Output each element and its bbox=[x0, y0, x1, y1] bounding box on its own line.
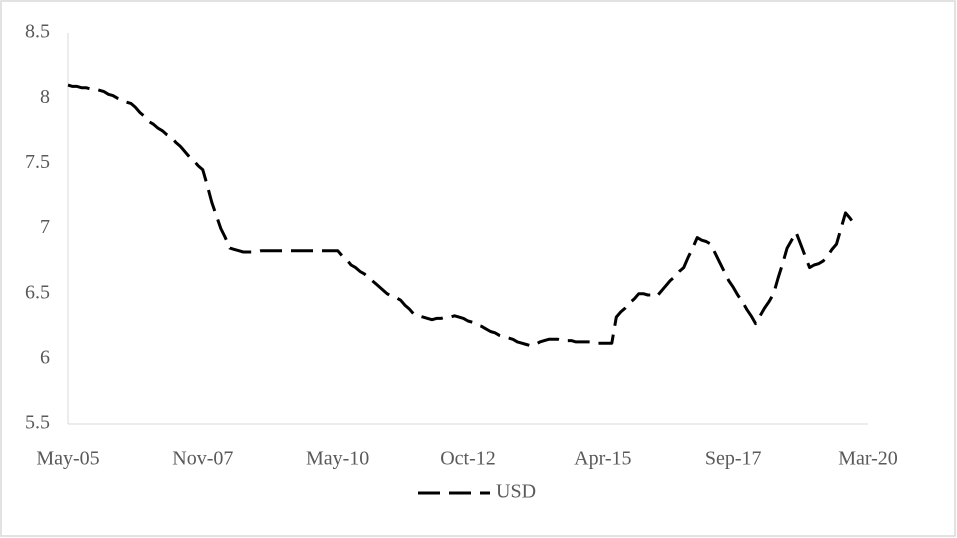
y-tick-label: 8.5 bbox=[25, 21, 50, 43]
x-tick-label: May-10 bbox=[306, 448, 369, 470]
y-tick-label: 7.5 bbox=[25, 151, 50, 173]
legend-label: USD bbox=[496, 481, 536, 503]
data-line bbox=[67, 83, 856, 348]
y-tick-label: 7 bbox=[40, 216, 50, 238]
x-tick-label: Mar-20 bbox=[838, 448, 898, 470]
y-tick-label: 5.5 bbox=[25, 412, 50, 434]
x-tick-label: May-05 bbox=[36, 448, 99, 470]
y-tick-label: 8 bbox=[40, 86, 50, 108]
x-tick-label: Sep-17 bbox=[705, 448, 762, 470]
y-tick-label: 6.5 bbox=[25, 281, 50, 303]
x-tick-label: Nov-07 bbox=[172, 448, 233, 470]
x-tick-label: Oct-12 bbox=[440, 448, 496, 470]
x-tick-label: Apr-15 bbox=[574, 448, 631, 470]
y-tick-label: 6 bbox=[40, 346, 50, 368]
